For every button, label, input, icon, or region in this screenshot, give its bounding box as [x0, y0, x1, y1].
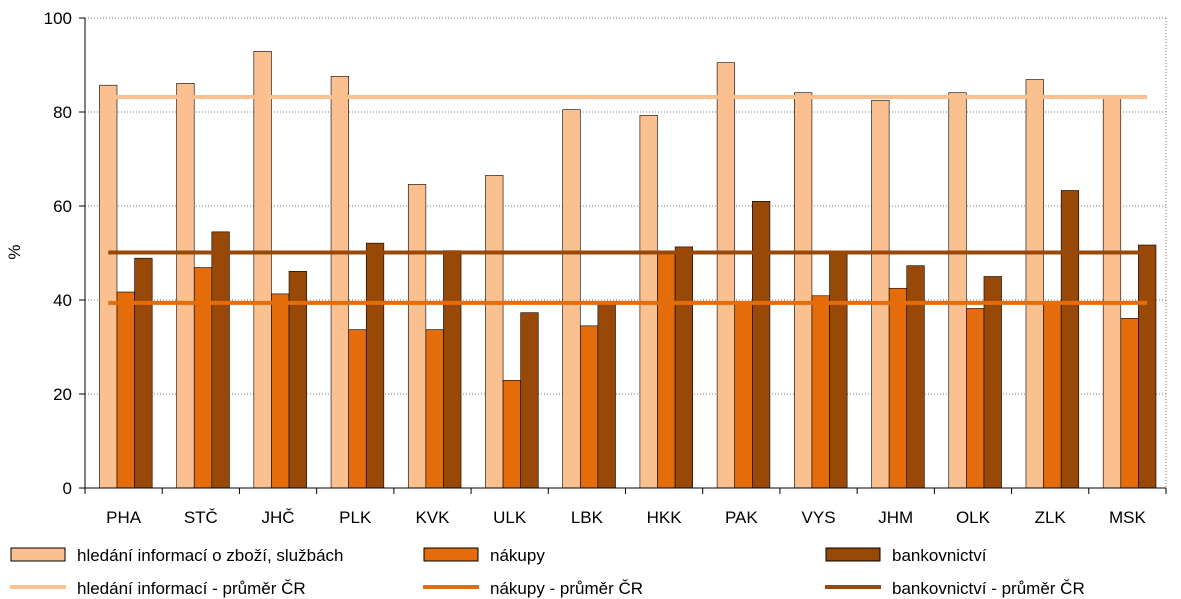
- bar: [674, 246, 693, 489]
- x-tick-label: ULK: [493, 508, 527, 527]
- y-tick-label: 80: [53, 103, 72, 122]
- bar: [520, 312, 539, 489]
- legend-swatch: [10, 547, 66, 562]
- bar: [597, 303, 616, 489]
- legend-label: bankovnictví: [892, 546, 987, 565]
- bar: [966, 308, 985, 489]
- x-tick-label: KVK: [415, 508, 450, 527]
- reference-lines: [108, 94, 1148, 305]
- x-tick-label: JHČ: [262, 508, 295, 527]
- bar: [193, 267, 213, 489]
- y-axis-ticks: 0 20 40 60 80 100: [44, 9, 85, 498]
- bar: [734, 301, 753, 489]
- bar: [1025, 79, 1044, 489]
- legend-label: hledání informací o zboží, službách: [77, 546, 343, 565]
- y-tick-label: 20: [53, 385, 72, 404]
- legend-label: hledání informací - průměr ČR: [77, 579, 306, 598]
- bar: [716, 62, 736, 489]
- bar: [176, 83, 195, 489]
- x-tick-label: ZLK: [1035, 508, 1067, 527]
- bar: [829, 251, 848, 489]
- bar: [657, 251, 676, 489]
- bar: [1043, 302, 1062, 489]
- bar: [794, 92, 813, 489]
- bar: [1102, 96, 1122, 489]
- x-tick-label: STČ: [184, 508, 218, 527]
- bar: [1138, 244, 1157, 489]
- bar: [348, 329, 367, 489]
- bar: [1120, 318, 1139, 489]
- bar: [948, 92, 967, 489]
- x-tick-label: PAK: [725, 508, 758, 527]
- legend-swatch: [825, 547, 881, 562]
- x-tick-label: PHA: [106, 508, 142, 527]
- bar: [1060, 190, 1080, 489]
- x-axis-ticks: PHA STČ JHČ PLK KVK ULK LBK HKK PAK VYS JHM OLK ZLK M…: [84, 488, 1167, 527]
- legend-swatch: [423, 547, 479, 562]
- bar: [811, 295, 830, 489]
- bar: [407, 184, 427, 489]
- x-tick-label: MSK: [1109, 508, 1147, 527]
- gridlines: [85, 17, 1166, 395]
- legend: hledání informací o zboží, službách nákup…: [10, 546, 1085, 598]
- bar: [365, 242, 385, 489]
- bar: [330, 75, 349, 489]
- bar: [134, 257, 153, 489]
- bar: [116, 291, 135, 489]
- bar: [253, 51, 272, 489]
- bar: [579, 325, 599, 489]
- x-tick-label: PLK: [339, 508, 372, 527]
- bar: [562, 109, 581, 489]
- bar: [752, 201, 771, 489]
- bar: [425, 329, 444, 489]
- y-tick-label: 40: [53, 291, 72, 310]
- y-tick-label: 60: [53, 197, 72, 216]
- x-tick-label: LBK: [571, 508, 604, 527]
- y-tick-label: 0: [63, 479, 72, 498]
- x-tick-label: OLK: [956, 508, 991, 527]
- bar: [271, 293, 290, 489]
- bar: [211, 231, 230, 489]
- bar: [983, 276, 1002, 489]
- bar: [871, 99, 890, 489]
- bar: [906, 265, 925, 489]
- legend-label: nákupy: [490, 546, 545, 565]
- legend-label: bankovnictví - průměr ČR: [892, 579, 1085, 598]
- x-tick-label: HKK: [647, 508, 683, 527]
- y-tick-label: 100: [44, 9, 72, 28]
- bar: [502, 380, 521, 489]
- bar: [888, 287, 908, 489]
- y-axis-label: %: [5, 244, 24, 259]
- bar: [485, 175, 504, 489]
- x-tick-label: VYS: [802, 508, 836, 527]
- bars: [99, 51, 1157, 489]
- bar: [443, 250, 462, 489]
- legend-label: nákupy - průměr ČR: [490, 579, 643, 598]
- bar: [99, 84, 118, 489]
- x-tick-label: JHM: [878, 508, 913, 527]
